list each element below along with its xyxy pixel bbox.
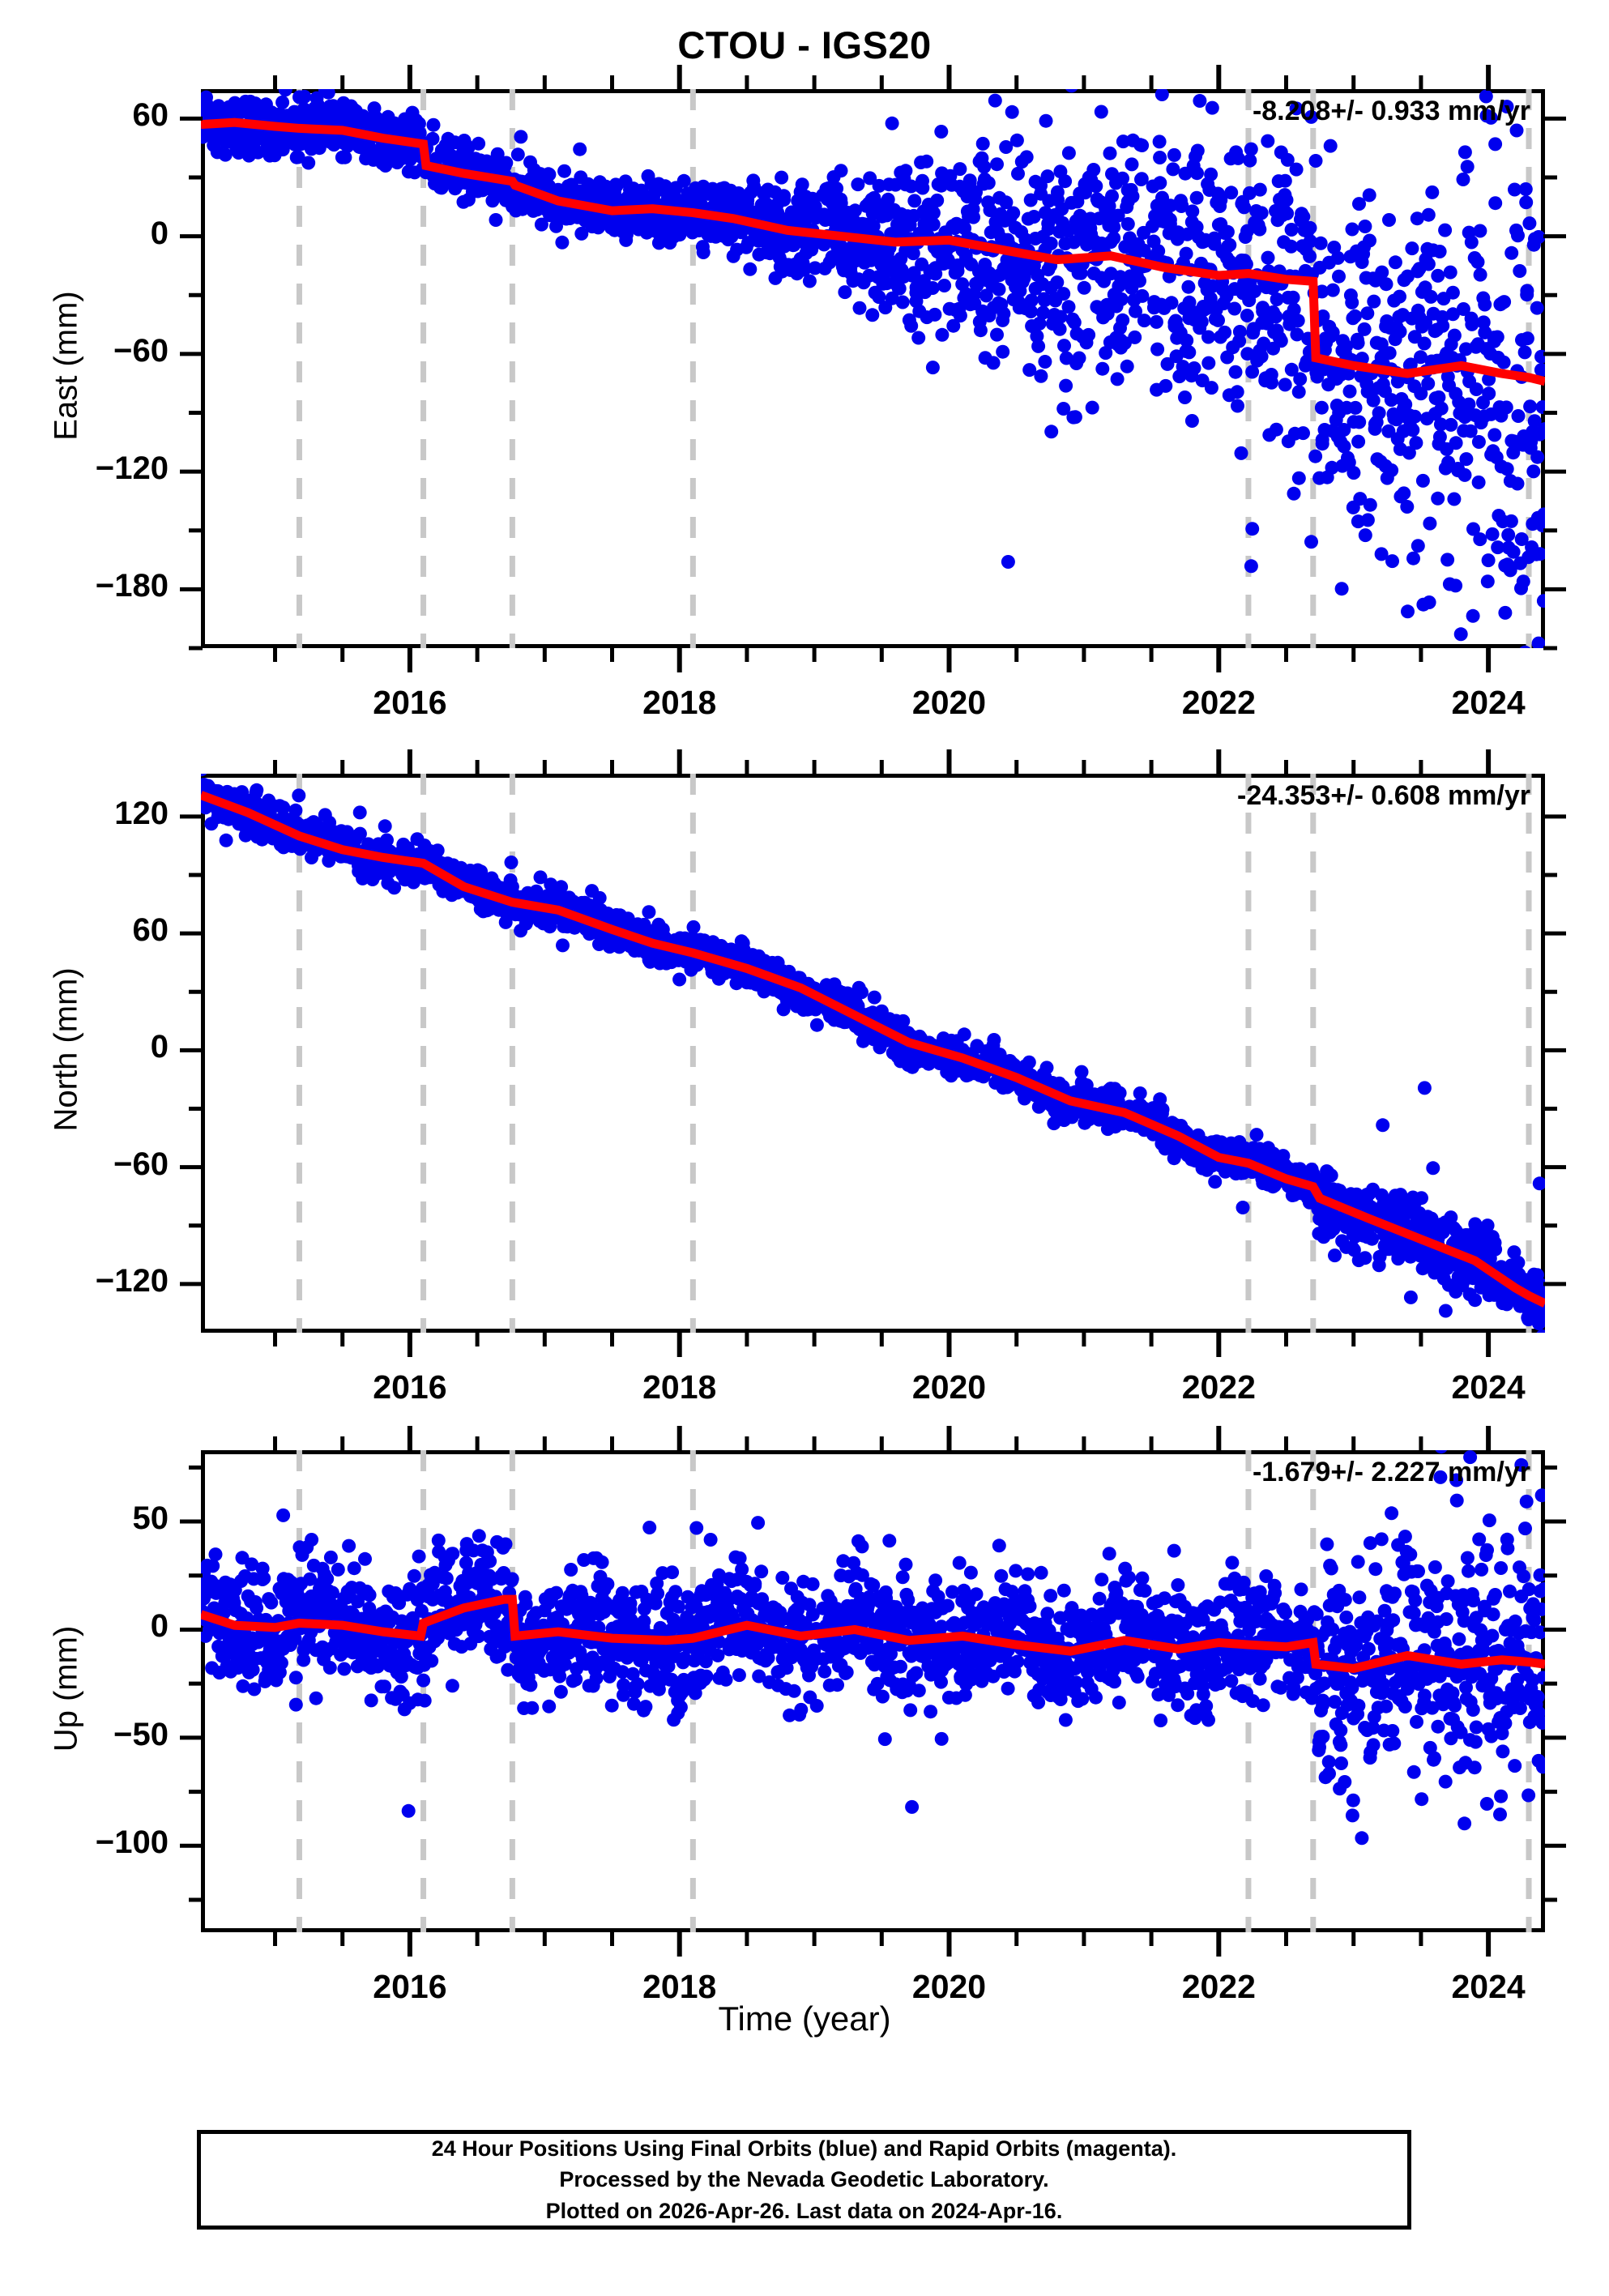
x-tick-label: 2020 xyxy=(911,1368,987,1406)
y-tick-label: −180 xyxy=(95,568,169,604)
x-tick-label: 2018 xyxy=(642,1368,717,1406)
y-tick-label: −120 xyxy=(95,1262,169,1299)
y-tick-label: 0 xyxy=(150,1608,169,1645)
y-tick-label: −60 xyxy=(113,1146,169,1182)
y-tick-label: 120 xyxy=(114,795,169,831)
x-tick-label: 2020 xyxy=(911,684,987,721)
x-tick-label: 2022 xyxy=(1181,1368,1256,1406)
rate-annotation-east: -8.208+/- 0.933 mm/yr xyxy=(1252,96,1530,126)
x-tick-label: 2022 xyxy=(1181,684,1256,721)
x-tick-label: 2024 xyxy=(1451,1968,1526,2005)
panel-east-plot xyxy=(201,89,1545,648)
x-tick-label: 2022 xyxy=(1181,1968,1256,2005)
panel-north-plot xyxy=(201,774,1545,1333)
footer-line-1: 24 Hour Positions Using Final Orbits (bl… xyxy=(431,2136,1177,2162)
x-axis-title: Time (year) xyxy=(718,1999,891,2038)
x-tick-label: 2016 xyxy=(373,1968,447,2005)
rate-annotation-north: -24.353+/- 0.608 mm/yr xyxy=(1237,780,1530,811)
y-tick-label: 60 xyxy=(132,912,169,949)
y-tick-label: −120 xyxy=(95,450,169,487)
panel-north xyxy=(201,774,1545,1333)
y-tick-label: −100 xyxy=(95,1824,169,1861)
x-tick-label: 2018 xyxy=(642,684,717,721)
footer-line-3: Plotted on 2026-Apr-26. Last data on 202… xyxy=(545,2198,1063,2223)
y-tick-label: 0 xyxy=(150,215,169,251)
panel-up-plot xyxy=(201,1450,1545,1932)
footer-caption-box: 24 Hour Positions Using Final Orbits (bl… xyxy=(197,2130,1411,2230)
x-tick-label: 2024 xyxy=(1451,1368,1526,1406)
x-tick-label: 2016 xyxy=(373,684,447,721)
y-tick-label: −60 xyxy=(113,332,169,369)
footer-line-2: Processed by the Nevada Geodetic Laborat… xyxy=(559,2167,1049,2192)
rate-annotation-up: -1.679+/- 2.227 mm/yr xyxy=(1252,1457,1530,1487)
y-tick-label: 50 xyxy=(132,1500,169,1537)
x-tick-label: 2016 xyxy=(373,1368,447,1406)
panel-up xyxy=(201,1450,1545,1932)
panel-east xyxy=(201,89,1545,648)
y-tick-label: 0 xyxy=(150,1029,169,1065)
y-tick-label: −50 xyxy=(113,1716,169,1752)
x-tick-label: 2018 xyxy=(642,1968,717,2005)
y-tick-label: 60 xyxy=(132,97,169,134)
x-tick-label: 2020 xyxy=(911,1968,987,2005)
page-title: CTOU - IGS20 xyxy=(677,23,932,66)
x-tick-label: 2024 xyxy=(1451,684,1526,721)
